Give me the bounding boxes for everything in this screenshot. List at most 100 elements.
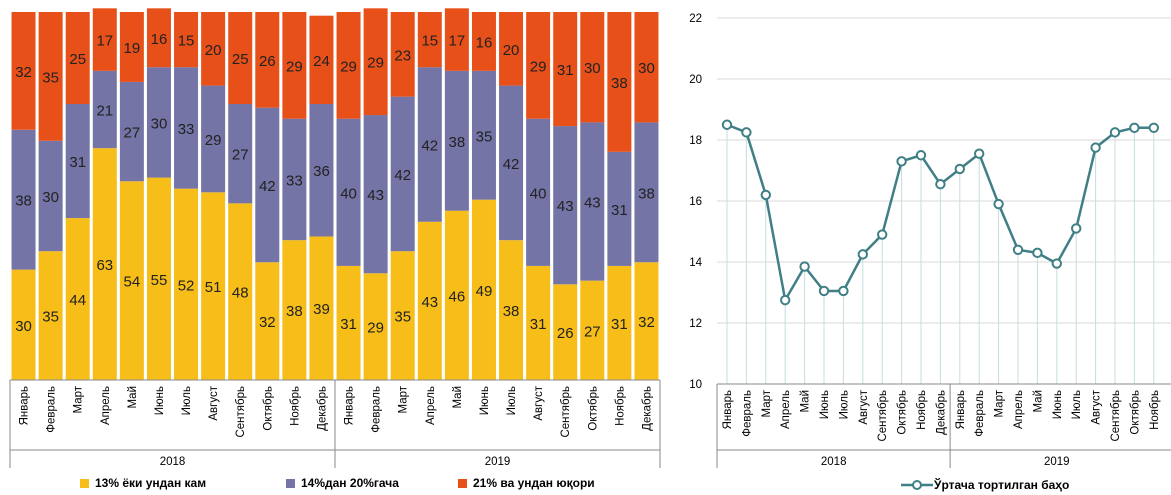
bar-legend-swatch	[458, 478, 467, 488]
bar-x-tick-label: Сентябрь	[235, 386, 247, 438]
bar-segment-1	[38, 140, 63, 252]
bar-year-label: 2019	[485, 456, 511, 468]
bar-legend-item: 13% ёки ундан кам	[80, 476, 206, 490]
bar-value-label: 33	[286, 172, 303, 189]
line-point	[1032, 247, 1043, 259]
bar-x-tick-label: Декабрь	[641, 386, 653, 431]
line-x-tick-label: Июнь	[819, 390, 831, 419]
bar-value-label: 31	[611, 202, 628, 219]
line-point	[954, 163, 965, 175]
line-y-tick-label: 16	[689, 196, 702, 208]
bar-x-tick-label: Апрель	[100, 386, 112, 425]
bar-segment-2	[390, 12, 415, 97]
bar-value-label: 43	[557, 198, 574, 215]
bar-value-label: 48	[232, 285, 249, 302]
bar-value-label: 38	[638, 185, 655, 202]
bar-value-label: 15	[178, 33, 195, 50]
bar-value-label: 29	[367, 55, 384, 72]
bar-value-label: 38	[15, 193, 32, 210]
bar-segment-0	[38, 251, 63, 380]
line-x-tick-label: Май	[1032, 390, 1044, 413]
line-point	[799, 261, 810, 272]
bar-value-label: 63	[96, 257, 113, 274]
bar-value-label: 55	[151, 272, 168, 289]
bar-segment-2	[201, 12, 226, 86]
line-x-tick-label: Декабрь	[935, 390, 947, 435]
line-point	[1012, 244, 1024, 256]
line-y-tick-label: 10	[689, 379, 702, 391]
bar-segment-1	[444, 70, 469, 211]
bar-segment-0	[363, 273, 388, 380]
bar-value-label: 38	[503, 303, 520, 320]
bar-legend-swatch	[80, 478, 89, 488]
bar-value-label: 31	[611, 316, 628, 333]
bar-segment-2	[174, 12, 199, 68]
bar-segment-2	[471, 12, 496, 71]
bar-segment-1	[146, 67, 171, 178]
bar-segment-2	[282, 12, 307, 119]
bar-segment-1	[553, 126, 578, 285]
bar-legend-label: 14%дан 20%гача	[301, 476, 399, 490]
bar-value-label: 43	[421, 294, 438, 311]
bar-segment-2	[526, 12, 551, 119]
line-point	[1090, 142, 1101, 153]
line-x-tick-label: Февраль	[741, 390, 753, 437]
bar-year-label: 2018	[160, 456, 186, 468]
bar-segment-1	[363, 115, 388, 274]
bar-value-label: 16	[151, 31, 168, 48]
line-point	[877, 229, 888, 240]
line-chart: 10 12 14 16 18 20 22 Январь Февраль Март Апрель Май…	[689, 13, 1171, 468]
bar-value-label: 27	[232, 147, 249, 164]
bar-value-label: 35	[42, 309, 59, 326]
bar-segment-1	[174, 67, 199, 189]
bar-segment-0	[607, 265, 632, 380]
bar-segment-1	[634, 122, 659, 263]
bar-value-label: 54	[124, 274, 141, 291]
bar-value-label: 35	[394, 309, 411, 326]
bar-value-label: 42	[259, 178, 276, 195]
line-x-tick-label: Июль	[838, 390, 850, 419]
line-x-tick-label: Май	[800, 390, 812, 413]
bar-segment-2	[417, 12, 442, 68]
line-y-tick-label: 12	[689, 318, 702, 330]
line-y-tick-label: 18	[689, 135, 702, 147]
bar-value-label: 38	[286, 303, 303, 320]
bar-value-label: 30	[15, 318, 32, 335]
line-x-tick-label: Сентябрь	[877, 390, 889, 442]
bar-x-tick-label: Ноябрь	[614, 386, 626, 426]
line-x-tick-label: Февраль	[974, 390, 986, 437]
bar-segment-2	[444, 8, 469, 71]
bar-legend-item: 21% ва ундан юқори	[458, 476, 595, 490]
bar-segment-1	[119, 81, 144, 182]
line-point	[1051, 258, 1062, 269]
line-point	[935, 179, 946, 190]
line-x-tick-label: Апрель	[780, 390, 792, 429]
bar-legend-label: 13% ёки ундан кам	[95, 476, 207, 490]
bar-x-tick-label: Ноябрь	[289, 386, 301, 426]
bar-value-label: 52	[178, 277, 195, 294]
bar-value-label: 32	[638, 314, 655, 331]
bar-x-tick-label: Январь	[19, 386, 31, 425]
bar-value-label: 25	[69, 51, 86, 68]
bar-segment-1	[390, 96, 415, 252]
bar-value-label: 31	[340, 316, 357, 333]
bar-segment-0	[174, 188, 199, 380]
bar-value-label: 29	[286, 58, 303, 75]
line-point	[780, 294, 791, 306]
bar-segment-2	[65, 12, 90, 104]
bar-value-label: 39	[313, 301, 330, 318]
bar-value-label: 23	[394, 47, 411, 64]
bar-value-label: 31	[557, 62, 574, 79]
line-x-tick-label: Апрель	[1013, 390, 1025, 429]
bar-segment-0	[11, 269, 36, 380]
bar-value-label: 21	[96, 103, 113, 120]
bar-value-label: 33	[178, 121, 195, 138]
bar-segment-2	[580, 12, 605, 123]
bar-segment-2	[92, 8, 117, 71]
bar-segment-0	[417, 221, 442, 380]
bar-segment-0	[92, 148, 117, 380]
bar-x-tick-label: Январь	[344, 386, 356, 425]
bar-segment-0	[580, 280, 605, 380]
bar-value-label: 36	[313, 163, 330, 180]
